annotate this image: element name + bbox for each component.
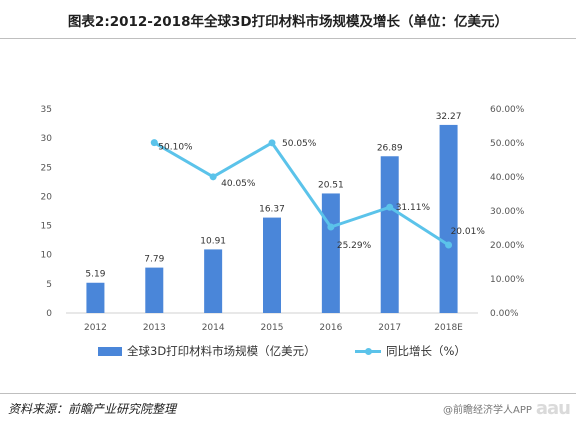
growth-point [327,223,335,231]
x-tick-label: 2014 [202,323,225,333]
y-left-tick-label: 0 [46,309,52,319]
chart-title: 图表2:2012-2018年全球3D打印材料市场规模及增长（单位：亿美元） [67,14,509,30]
legend-item-market-size: 全球3D打印材料市场规模（亿美元） [98,343,316,359]
x-tick-label: 2016 [319,323,342,333]
growth-point [268,139,276,147]
bar-value-label: 26.89 [377,143,403,153]
y-right-tick-label: 60.00% [490,105,525,115]
growth-value-label: 40.05% [221,179,256,189]
x-tick-label: 2018E [434,323,463,333]
y-left-tick-label: 5 [46,280,52,290]
bar [86,282,105,313]
bar [439,124,458,313]
y-right-tick-label: 30.00% [490,207,525,217]
bar-value-label: 20.51 [318,180,344,190]
watermark-text: @前瞻经济学人APP [442,405,532,416]
legend-label-market-size: 全球3D打印材料市场规模（亿美元） [127,344,316,358]
bar [321,193,340,313]
y-left-tick-label: 35 [41,105,52,115]
x-tick-label: 2013 [143,323,166,333]
legend: 全球3D打印材料市场规模（亿美元） 同比增长（%） [0,343,576,361]
watermark-logo: aau [535,398,571,419]
chart: 0 5 10 15 20 25 30 35 0.00% 10.00% 20.00% 30.00% 40.… [41,105,525,333]
y-left-tick-label: 30 [41,134,53,144]
bar [380,156,399,313]
growth-value-label: 20.01% [451,227,486,237]
title-divider [0,38,576,39]
bar-value-label: 16.37 [259,205,285,215]
y-right-tick-label: 0.00% [490,309,519,319]
growth-value-label: 31.11% [396,203,431,213]
y-right-tick-label: 10.00% [490,275,525,285]
growth-point [386,203,394,211]
y-left-tick-label: 20 [41,192,53,202]
x-tick-label: 2012 [84,323,107,333]
bar-value-label: 32.27 [436,112,462,122]
legend-bar-swatch [98,346,122,356]
y-left-tick-label: 25 [41,163,52,173]
bar-value-label: 10.91 [200,236,226,246]
growth-value-label: 50.10% [158,143,193,153]
footer-divider [0,393,576,394]
growth-value-label: 50.05% [282,139,317,149]
y-right-tick-label: 20.00% [490,241,525,251]
x-tick-label: 2017 [378,323,401,333]
y-left-tick-label: 15 [41,222,52,232]
watermark: @前瞻经济学人APP aau [442,398,571,419]
bar [263,217,281,313]
x-tick-label: 2015 [261,323,284,333]
legend-line-swatch [355,347,381,355]
bar-value-label: 5.19 [85,270,105,280]
growth-line [153,141,450,247]
growth-point [150,139,158,147]
growth-value-label: 25.29% [337,241,372,251]
legend-label-growth: 同比增长（%） [386,344,466,358]
y-left-tick-label: 10 [41,251,53,261]
growth-point [209,173,217,181]
y-right-tick-label: 40.00% [490,173,525,183]
y-right-tick-label: 50.00% [490,139,525,149]
legend-item-growth: 同比增长（%） [355,343,466,359]
bar [204,249,223,313]
bar-value-label: 7.79 [144,255,164,265]
growth-point [445,241,453,249]
source-note: 资料来源：前瞻产业研究院整理 [8,402,177,416]
bar [145,267,164,313]
